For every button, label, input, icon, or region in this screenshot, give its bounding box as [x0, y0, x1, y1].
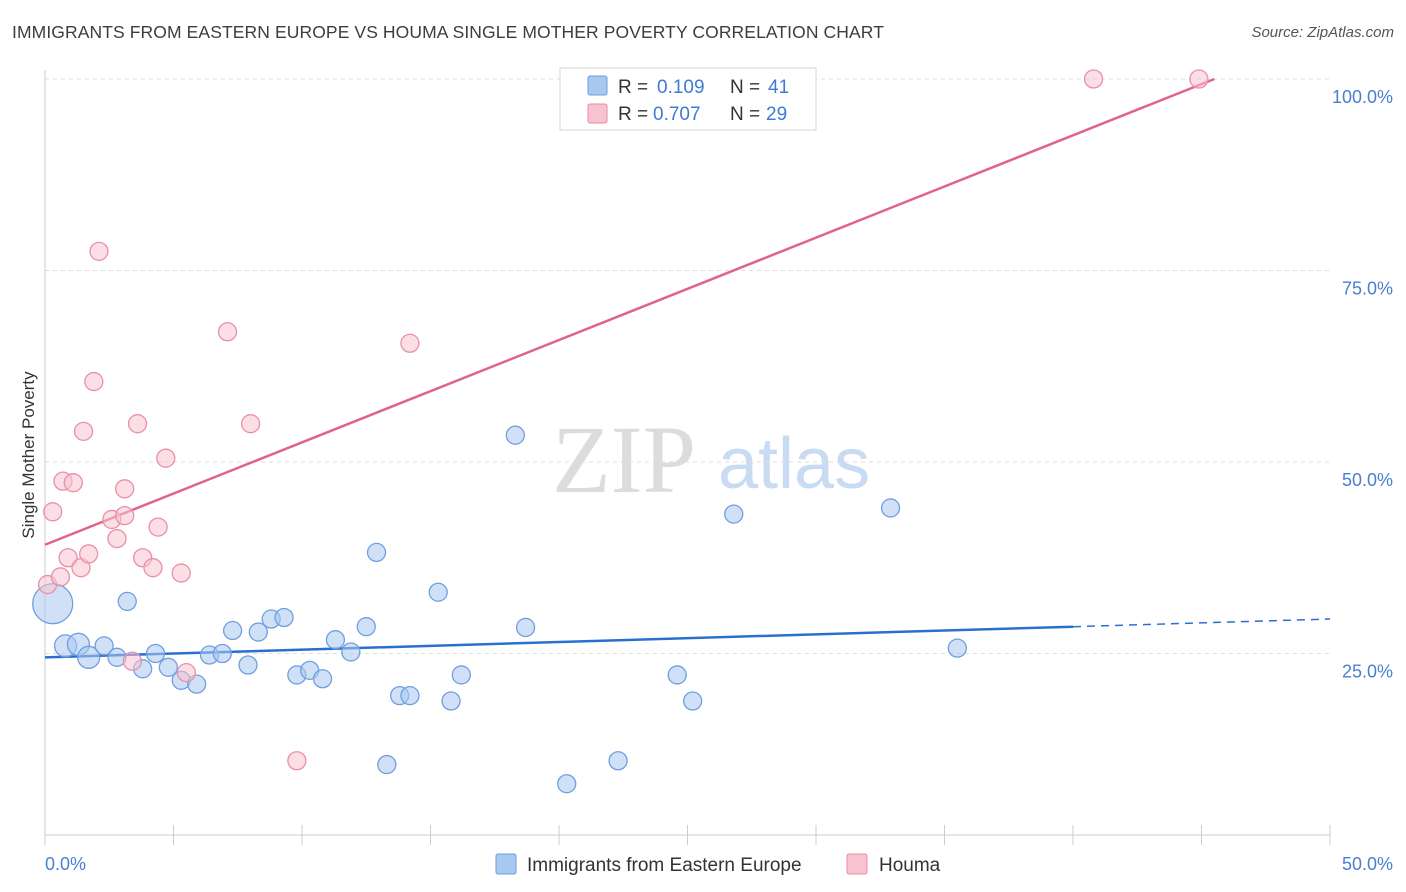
houma-point-28: [1189, 69, 1209, 89]
legend-r-value-pink: 0.707: [653, 104, 701, 125]
houma-point-7: [73, 421, 94, 442]
immigrants-point-4: [94, 636, 114, 656]
houma-point-18: [143, 558, 163, 578]
houma-point-12: [107, 528, 127, 549]
houma-point-19: [148, 517, 168, 537]
gridlines: [45, 78, 1330, 654]
immigrants-point-38: [724, 504, 744, 524]
watermark-zip: ZIP: [552, 406, 696, 513]
legend-bottom-label-houma: Houma: [879, 855, 941, 876]
trend-line-immigrants: [44, 625, 1074, 659]
legend-n-value-blue: 41: [768, 77, 789, 98]
legend-r-label-blue: R =: [618, 77, 648, 98]
chart-title: IMMIGRANTS FROM EASTERN EUROPE VS HOUMA …: [12, 22, 884, 42]
houma-point-13: [115, 505, 135, 526]
houma-point-27: [1083, 69, 1104, 89]
immigrants-point-40: [947, 638, 967, 658]
watermark-atlas: atlas: [718, 424, 870, 504]
x-tick-label-min: 0.0%: [45, 854, 86, 874]
houma-point-1: [43, 502, 63, 522]
y-tick-labels: 25.0% 50.0% 75.0% 100.0%: [1332, 87, 1393, 682]
immigrants-point-22: [325, 630, 346, 650]
legend-n-value-pink: 29: [766, 104, 787, 125]
houma-point-4: [58, 548, 78, 568]
houma-point-23: [217, 322, 238, 342]
houma-point-5: [63, 473, 83, 493]
immigrants-point-30: [441, 691, 461, 711]
legend-bottom: Immigrants from Eastern Europe Houma: [495, 853, 941, 876]
immigrants-point-6: [117, 591, 137, 612]
houma-point-25: [287, 751, 307, 771]
immigrants-point-24: [356, 617, 376, 637]
y-tick-label-75: 75.0%: [1342, 279, 1393, 299]
y-tick-label-25: 25.0%: [1342, 662, 1393, 682]
y-axis-title: Single Mother Poverty: [19, 371, 38, 539]
immigrants-point-18: [274, 607, 294, 628]
houma-point-24: [240, 414, 261, 434]
immigrants-point-21: [312, 669, 333, 689]
immigrants-point-14: [222, 620, 243, 641]
immigrants-point-36: [667, 665, 687, 685]
houma-point-10: [89, 241, 109, 262]
immigrants-point-32: [505, 425, 525, 445]
y-tick-label-50: 50.0%: [1342, 470, 1393, 490]
watermark: ZIP atlas: [552, 406, 870, 513]
immigrants-point-29: [428, 582, 448, 602]
series-houma-points: [37, 69, 1209, 771]
immigrants-point-39: [880, 498, 901, 518]
legend-r-label-pink: R =: [618, 104, 648, 125]
houma-point-14: [115, 479, 135, 499]
houma-point-16: [127, 414, 148, 434]
immigrants-point-3: [77, 645, 101, 669]
source-label: Source: ZipAtlas.com: [1251, 24, 1394, 41]
immigrants-point-26: [377, 754, 397, 775]
immigrants-point-16: [248, 622, 268, 642]
immigrants-point-23: [341, 642, 361, 662]
houma-point-20: [156, 448, 176, 468]
houma-point-15: [122, 651, 143, 671]
legend-bottom-swatch-houma: [846, 853, 868, 875]
immigrants-point-28: [400, 685, 420, 706]
trend-line-immigrants-extension: [1072, 618, 1331, 628]
immigrants-point-25: [366, 542, 387, 563]
houma-point-8: [79, 544, 99, 564]
legend-swatch-pink: [587, 103, 608, 124]
immigrants-point-35: [608, 751, 628, 771]
immigrants-point-9: [158, 657, 179, 677]
legend-n-label-blue: N =: [730, 77, 760, 98]
immigrants-point-15: [238, 655, 258, 675]
legend-top: R = 0.109 N = 41 R = 0.707 N = 29: [559, 67, 817, 131]
houma-point-9: [84, 371, 104, 392]
trend-lines: [44, 77, 1331, 659]
immigrants-point-37: [682, 691, 703, 711]
houma-point-26: [400, 333, 420, 353]
legend-bottom-swatch-immigrants: [495, 853, 517, 875]
legend-r-value-blue: 0.109: [657, 77, 705, 98]
legend-swatch-blue: [587, 75, 608, 96]
legend-bottom-label-immigrants: Immigrants from Eastern Europe: [527, 855, 802, 876]
immigrants-point-33: [515, 617, 536, 638]
trend-line-houma: [44, 77, 1215, 546]
immigrants-point-34: [557, 774, 577, 794]
immigrants-point-8: [145, 643, 166, 664]
x-tick-label-max: 50.0%: [1342, 854, 1393, 874]
legend-n-label-pink: N =: [730, 104, 760, 125]
immigrants-point-31: [451, 665, 471, 685]
houma-point-21: [171, 563, 191, 583]
series-immigrants-points: [32, 425, 967, 794]
houma-point-22: [176, 663, 197, 683]
houma-point-2: [50, 567, 71, 587]
immigrants-point-13: [212, 643, 232, 664]
y-tick-label-100: 100.0%: [1332, 87, 1393, 107]
x-ticks: [44, 825, 1331, 845]
